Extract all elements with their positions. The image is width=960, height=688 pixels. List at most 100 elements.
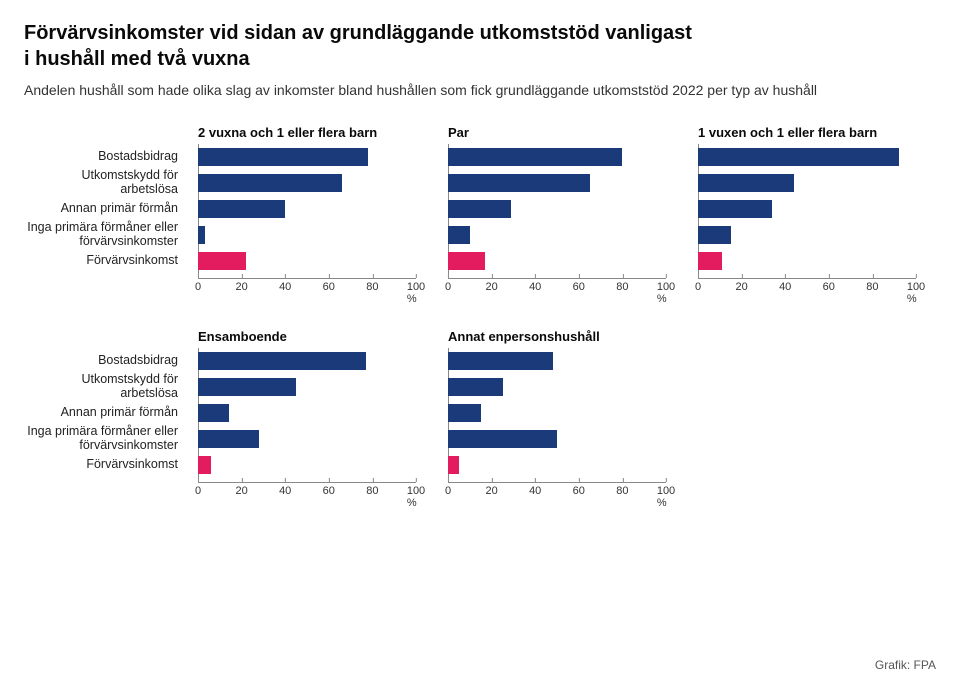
bar-row xyxy=(448,348,666,374)
x-tick: 80 xyxy=(616,483,628,497)
x-axis: 020406080100 % xyxy=(694,278,934,300)
title-line-1: Förvärvsinkomster vid sidan av grundlägg… xyxy=(24,22,692,44)
plot-area xyxy=(698,144,916,274)
x-tick-label: 0 xyxy=(445,483,451,497)
bar-row xyxy=(198,348,416,374)
category-label: Inga primära förmåner eller förvärvsinko… xyxy=(24,222,184,248)
bar-row xyxy=(448,222,666,248)
x-tick-label: 60 xyxy=(573,279,585,293)
bar-row xyxy=(198,170,416,196)
x-tick: 80 xyxy=(366,483,378,497)
bar-row xyxy=(448,452,666,478)
bar-chart xyxy=(444,144,684,274)
x-axis: 020406080100 % xyxy=(444,278,684,300)
x-tick: 0 xyxy=(695,279,701,293)
bar xyxy=(198,174,342,192)
x-tick-label: 60 xyxy=(823,279,835,293)
x-tick: 100 % xyxy=(407,483,425,509)
x-tick-label: 0 xyxy=(195,483,201,497)
bar xyxy=(448,352,553,370)
bar xyxy=(198,352,366,370)
bar xyxy=(198,148,368,166)
bar-row xyxy=(448,248,666,274)
x-tick-label: 0 xyxy=(445,279,451,293)
x-axis: 020406080100 % xyxy=(194,482,434,504)
category-label: Annan primär förmån xyxy=(24,196,184,222)
category-label: Annan primär förmån xyxy=(24,400,184,426)
x-axis-line: 020406080100 % xyxy=(198,482,416,504)
x-tick-label: 0 xyxy=(195,279,201,293)
x-tick: 20 xyxy=(235,279,247,293)
x-tick-label: 100 % xyxy=(907,279,925,305)
x-tick-label: 100 % xyxy=(407,483,425,509)
x-tick-label: 40 xyxy=(529,483,541,497)
chart-subtitle: Andelen hushåll som hade olika slag av i… xyxy=(24,82,936,98)
x-tick: 0 xyxy=(445,483,451,497)
x-tick: 60 xyxy=(323,279,335,293)
x-axis-line: 020406080100 % xyxy=(698,278,916,300)
x-tick-label: 20 xyxy=(485,483,497,497)
x-tick: 60 xyxy=(573,483,585,497)
bar xyxy=(448,430,557,448)
bar xyxy=(448,226,470,244)
x-tick-label: 100 % xyxy=(407,279,425,305)
x-tick-label: 20 xyxy=(485,279,497,293)
bar xyxy=(448,252,485,270)
x-tick: 40 xyxy=(779,279,791,293)
x-axis-line: 020406080100 % xyxy=(448,278,666,300)
panel-3: Ensamboende020406080100 % xyxy=(194,324,434,504)
small-multiples-grid: BostadsbidragUtkomstskydd för arbetslösa… xyxy=(24,120,936,504)
bar-row xyxy=(448,374,666,400)
x-tick-label: 100 % xyxy=(657,483,675,509)
bar xyxy=(448,378,503,396)
bar xyxy=(198,252,246,270)
x-tick-label: 80 xyxy=(616,279,628,293)
x-tick-label: 60 xyxy=(323,483,335,497)
category-label: Inga primära förmåner eller förvärvsinko… xyxy=(24,426,184,452)
bar-chart xyxy=(694,144,934,274)
bar-chart xyxy=(194,144,434,274)
bar-chart xyxy=(194,348,434,478)
category-label: Utkomstskydd för arbetslösa xyxy=(24,170,184,196)
empty-panel xyxy=(694,324,934,504)
bar xyxy=(698,226,731,244)
panel-2: 1 vuxen och 1 eller flera barn0204060801… xyxy=(694,120,934,300)
x-tick: 0 xyxy=(195,483,201,497)
x-tick-label: 20 xyxy=(235,279,247,293)
chart-title: Förvärvsinkomster vid sidan av grundlägg… xyxy=(24,20,936,72)
bar xyxy=(698,174,794,192)
bar-row xyxy=(198,196,416,222)
x-tick-label: 0 xyxy=(695,279,701,293)
x-tick: 100 % xyxy=(657,279,675,305)
x-tick: 80 xyxy=(366,279,378,293)
x-tick: 80 xyxy=(866,279,878,293)
x-tick: 60 xyxy=(823,279,835,293)
bar xyxy=(198,378,296,396)
x-tick: 0 xyxy=(195,279,201,293)
bar-row xyxy=(698,196,916,222)
plot-area xyxy=(198,144,416,274)
bar xyxy=(198,226,205,244)
panel-title: 1 vuxen och 1 eller flera barn xyxy=(694,120,934,144)
bar-row xyxy=(448,426,666,452)
x-tick-label: 20 xyxy=(735,279,747,293)
x-axis: 020406080100 % xyxy=(444,482,684,504)
category-label: Utkomstskydd för arbetslösa xyxy=(24,374,184,400)
bar-row xyxy=(698,170,916,196)
x-tick: 20 xyxy=(235,483,247,497)
x-tick: 80 xyxy=(616,279,628,293)
y-axis-labels: BostadsbidragUtkomstskydd för arbetslösa… xyxy=(24,324,184,504)
category-label: Bostadsbidrag xyxy=(24,348,184,374)
x-tick-label: 100 % xyxy=(657,279,675,305)
bar-row xyxy=(448,170,666,196)
plot-area xyxy=(448,348,666,478)
bar-row xyxy=(448,196,666,222)
x-tick: 40 xyxy=(279,279,291,293)
x-tick-label: 80 xyxy=(366,279,378,293)
bar xyxy=(448,200,511,218)
x-tick-label: 40 xyxy=(279,483,291,497)
x-tick: 60 xyxy=(323,483,335,497)
category-label: Förvärvsinkomst xyxy=(24,248,184,274)
x-tick: 40 xyxy=(529,483,541,497)
category-label: Bostadsbidrag xyxy=(24,144,184,170)
